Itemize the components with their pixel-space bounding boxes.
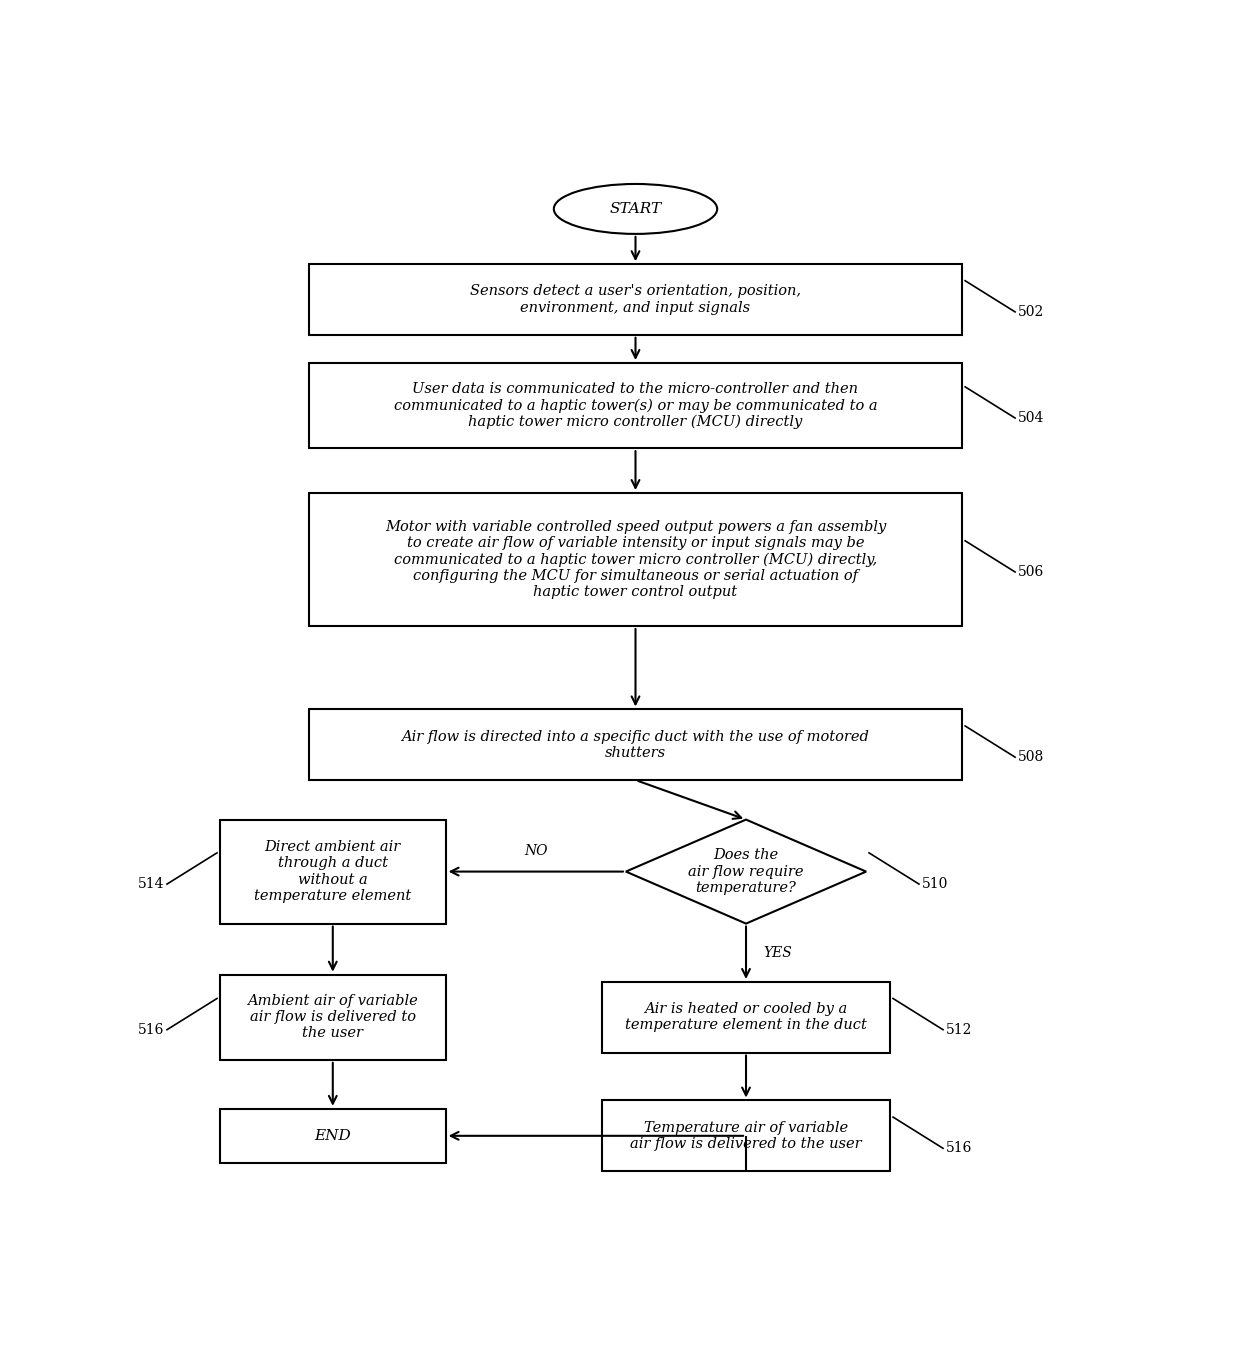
Text: Ambient air of variable
air flow is delivered to
the user: Ambient air of variable air flow is deli… bbox=[248, 994, 418, 1040]
FancyBboxPatch shape bbox=[219, 820, 445, 924]
Text: Air is heated or cooled by a
temperature element in the duct: Air is heated or cooled by a temperature… bbox=[625, 1002, 867, 1032]
Text: END: END bbox=[315, 1129, 351, 1143]
FancyBboxPatch shape bbox=[219, 974, 445, 1061]
Text: Sensors detect a user's orientation, position,
environment, and input signals: Sensors detect a user's orientation, pos… bbox=[470, 284, 801, 315]
FancyBboxPatch shape bbox=[601, 982, 890, 1052]
FancyBboxPatch shape bbox=[309, 363, 962, 449]
FancyBboxPatch shape bbox=[309, 493, 962, 626]
Text: 510: 510 bbox=[921, 877, 949, 892]
Text: 516: 516 bbox=[138, 1023, 164, 1036]
Text: 514: 514 bbox=[138, 877, 164, 892]
FancyBboxPatch shape bbox=[601, 1101, 890, 1171]
Text: Direct ambient air
through a duct
without a
temperature element: Direct ambient air through a duct withou… bbox=[254, 840, 412, 902]
Text: START: START bbox=[609, 201, 662, 216]
Polygon shape bbox=[626, 820, 866, 924]
Text: 512: 512 bbox=[946, 1023, 972, 1036]
FancyBboxPatch shape bbox=[219, 1109, 445, 1163]
Text: User data is communicated to the micro-controller and then
communicated to a hap: User data is communicated to the micro-c… bbox=[393, 382, 878, 430]
Text: 508: 508 bbox=[1018, 750, 1044, 765]
Text: YES: YES bbox=[764, 946, 792, 959]
Text: 516: 516 bbox=[946, 1142, 972, 1155]
Text: Motor with variable controlled speed output powers a fan assembly
to create air : Motor with variable controlled speed out… bbox=[384, 520, 887, 598]
Text: Does the
air flow require
temperature?: Does the air flow require temperature? bbox=[688, 848, 804, 894]
Text: Temperature air of variable
air flow is delivered to the user: Temperature air of variable air flow is … bbox=[630, 1121, 862, 1151]
Text: 504: 504 bbox=[1018, 411, 1044, 426]
Text: 506: 506 bbox=[1018, 565, 1044, 580]
Text: NO: NO bbox=[525, 844, 548, 858]
FancyBboxPatch shape bbox=[309, 709, 962, 780]
FancyBboxPatch shape bbox=[309, 263, 962, 335]
Text: Air flow is directed into a specific duct with the use of motored
shutters: Air flow is directed into a specific duc… bbox=[402, 730, 869, 759]
Text: 502: 502 bbox=[1018, 305, 1044, 319]
Ellipse shape bbox=[554, 184, 717, 234]
